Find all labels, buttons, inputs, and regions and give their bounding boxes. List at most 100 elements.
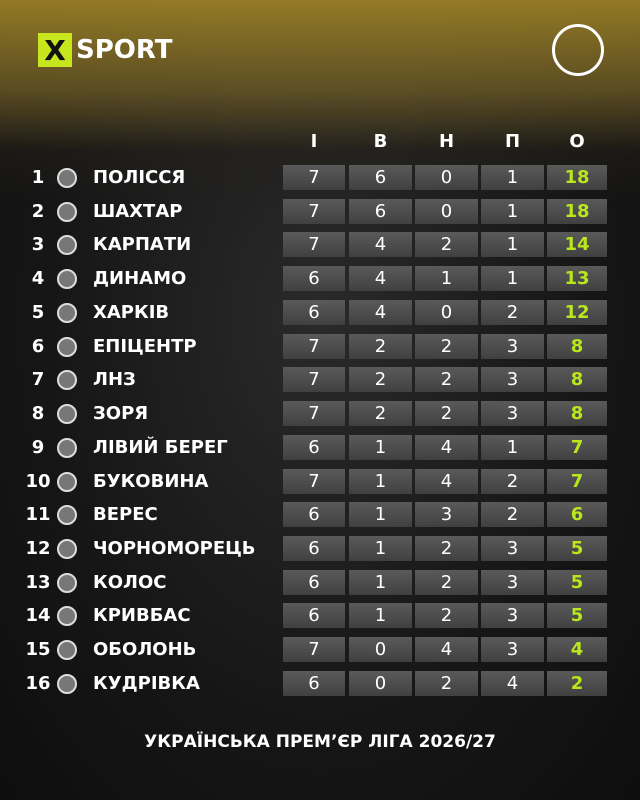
- rank: 15: [25, 639, 51, 661]
- table-row: 6 ЕПІЦЕНТР 7 2 2 3 8: [0, 332, 640, 362]
- stat-cell: 1: [349, 536, 412, 562]
- rank: 13: [25, 571, 51, 593]
- stat-cell: 2: [481, 299, 544, 325]
- team-logo: [57, 235, 77, 256]
- table-row: 12 ЧОРНОМОРЕЦЬ 6 1 2 3 5: [0, 534, 640, 564]
- stat-cell: 2: [415, 569, 478, 595]
- rank: 14: [25, 605, 51, 627]
- stat-cell: 7: [283, 333, 345, 359]
- stat-cell: 3: [415, 502, 478, 528]
- points-cell: 5: [547, 569, 607, 595]
- points-cell: 2: [547, 670, 607, 696]
- stat-cell: 2: [481, 502, 544, 528]
- stat-cell: 7: [283, 198, 345, 224]
- points-cell: 6: [547, 502, 607, 528]
- stat-cell: 1: [481, 198, 544, 224]
- stat-cell: 0: [349, 670, 412, 696]
- team-logo: [57, 505, 77, 526]
- stat-cell: 2: [415, 333, 478, 359]
- footer-title: УКРАЇНСЬКА ПРЕМ’ЄР ЛІГА 2026/27: [144, 732, 496, 752]
- rank: 8: [31, 403, 45, 425]
- team-logo: [57, 201, 77, 222]
- team-logo: [57, 404, 77, 425]
- rank: 16: [25, 672, 51, 694]
- table-row: 8 ЗОРЯ 7 2 2 3 8: [0, 399, 640, 429]
- stat-cell: 1: [349, 502, 412, 528]
- stat-cell: 6: [283, 670, 345, 696]
- stat-cell: 4: [349, 299, 412, 325]
- stat-cell: 3: [481, 603, 544, 629]
- team-logo: [57, 370, 77, 391]
- stat-cell: 6: [283, 299, 345, 325]
- stat-cell: 6: [283, 569, 345, 595]
- stat-cell: 2: [415, 401, 478, 427]
- points-cell: 7: [547, 434, 607, 460]
- table-row: 9 ЛІВИЙ БЕРЕГ 6 1 4 1 7: [0, 433, 640, 463]
- column-header: І: [310, 131, 318, 152]
- stat-cell: 7: [283, 468, 345, 494]
- stat-cell: 2: [415, 603, 478, 629]
- column-header: П: [504, 131, 521, 152]
- rank: 3: [31, 234, 45, 256]
- team-name: КАРПАТИ: [93, 234, 192, 256]
- table-row: 10 БУКОВИНА 7 1 4 2 7: [0, 467, 640, 497]
- brand-logo: X SPORT: [38, 33, 172, 67]
- rank: 6: [31, 335, 45, 357]
- stat-cell: 1: [481, 434, 544, 460]
- table-row: 13 КОЛОС 6 1 2 3 5: [0, 568, 640, 598]
- team-name: ХАРКІВ: [93, 301, 170, 323]
- stat-cell: 4: [415, 434, 478, 460]
- stat-cell: 6: [349, 165, 412, 190]
- stat-cell: 2: [415, 367, 478, 393]
- stat-cell: 7: [283, 637, 345, 663]
- stat-cell: 2: [349, 367, 412, 393]
- team-logo: [57, 640, 77, 661]
- table-row: 7 ЛНЗ 7 2 2 3 8: [0, 365, 640, 395]
- team-logo: [57, 606, 77, 627]
- stat-cell: 2: [415, 232, 478, 258]
- points-cell: 5: [547, 536, 607, 562]
- table-row: 5 ХАРКІВ 6 4 0 2 12: [0, 298, 640, 328]
- team-name: ШАХТАР: [93, 200, 183, 222]
- stat-cell: 0: [415, 198, 478, 224]
- table-row: 4 ДИНАМО 6 4 1 1 13: [0, 264, 640, 294]
- stat-cell: 1: [349, 468, 412, 494]
- brand-name: SPORT: [76, 35, 173, 65]
- points-cell: 7: [547, 468, 607, 494]
- team-logo: [57, 336, 77, 357]
- league-logo: [552, 24, 604, 76]
- team-name: ВЕРЕС: [93, 504, 158, 526]
- team-name: ЛІВИЙ БЕРЕГ: [93, 436, 228, 458]
- team-logo: [57, 572, 77, 593]
- points-cell: 8: [547, 401, 607, 427]
- table-row: 3 КАРПАТИ 7 4 2 1 14: [0, 230, 640, 260]
- rank: 11: [25, 504, 51, 526]
- rank: 10: [25, 470, 51, 492]
- team-name: ЛНЗ: [93, 369, 136, 391]
- team-logo: [57, 539, 77, 560]
- stat-cell: 0: [349, 637, 412, 663]
- stat-cell: 6: [283, 266, 345, 292]
- rank: 5: [31, 301, 45, 323]
- stat-cell: 7: [283, 367, 345, 393]
- table-row: 2 ШАХТАР 7 6 0 1 18: [0, 197, 640, 227]
- points-cell: 4: [547, 637, 607, 663]
- stat-cell: 1: [481, 266, 544, 292]
- team-name: ЗОРЯ: [93, 403, 149, 425]
- team-name: ПОЛІССЯ: [93, 167, 186, 188]
- team-logo: [57, 471, 77, 492]
- stat-cell: 6: [283, 536, 345, 562]
- stat-cell: 2: [349, 333, 412, 359]
- stat-cell: 2: [481, 468, 544, 494]
- rank: 4: [31, 268, 45, 290]
- stat-cell: 3: [481, 569, 544, 595]
- stat-cell: 2: [415, 536, 478, 562]
- table-row: 1 ПОЛІССЯ 7 6 0 1 18: [0, 163, 640, 193]
- stat-cell: 3: [481, 333, 544, 359]
- stat-cell: 2: [415, 670, 478, 696]
- stat-cell: 7: [283, 401, 345, 427]
- stat-cell: 4: [415, 637, 478, 663]
- points-cell: 12: [547, 299, 607, 325]
- column-header: О: [569, 131, 585, 152]
- stat-cell: 3: [481, 637, 544, 663]
